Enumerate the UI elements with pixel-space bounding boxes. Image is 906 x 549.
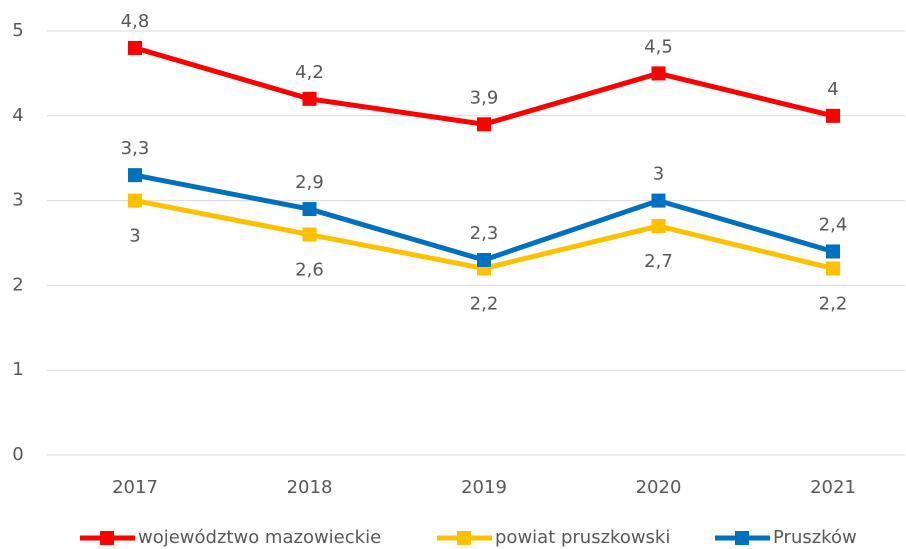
data-label: 3 (129, 226, 140, 247)
x-tick-label: 2017 (112, 477, 158, 498)
data-label: 2,3 (470, 223, 499, 244)
legend-marker (735, 531, 749, 545)
marker (128, 168, 142, 183)
series-line (134, 172, 834, 263)
marker (128, 193, 142, 208)
y-tick-label: 3 (12, 190, 23, 211)
data-label: 3,9 (470, 87, 499, 108)
marker (826, 261, 840, 276)
x-tick-label: 2018 (287, 477, 333, 498)
data-label: 4 (827, 79, 838, 100)
data-label: 4,8 (121, 11, 150, 32)
marker (651, 193, 666, 208)
marker (477, 117, 491, 132)
marker (826, 244, 840, 259)
x-tick-label: 2020 (636, 477, 682, 498)
data-label: 2,4 (819, 214, 848, 235)
data-label: 2,2 (470, 293, 499, 314)
legend-label: powiat pruszkowski (495, 527, 670, 548)
marker (128, 40, 142, 55)
data-label: 2,2 (819, 293, 848, 314)
data-label: 3,3 (121, 138, 150, 159)
marker (477, 252, 491, 267)
legend-marker (100, 531, 114, 545)
series-line (134, 45, 834, 127)
marker (302, 227, 317, 242)
legend-label: Pruszków (773, 527, 857, 548)
y-tick-label: 4 (12, 105, 23, 126)
y-tick-label: 5 (12, 20, 23, 41)
data-label: 2,7 (644, 251, 673, 272)
legend-marker (457, 531, 471, 545)
marker (651, 66, 666, 81)
y-tick-label: 0 (12, 444, 23, 465)
data-label: 4,2 (295, 62, 324, 83)
legend-label: województwo mazowieckie (138, 527, 381, 548)
x-tick-label: 2019 (461, 477, 507, 498)
data-label: 2,6 (295, 260, 324, 281)
x-tick-label: 2021 (810, 477, 856, 498)
data-label: 4,5 (644, 36, 673, 57)
marker (826, 108, 840, 123)
y-tick-label: 1 (12, 359, 23, 380)
marker (302, 202, 317, 217)
data-label: 2,9 (295, 172, 324, 193)
y-tick-label: 2 (12, 274, 23, 295)
data-label: 3 (653, 164, 664, 185)
marker (302, 91, 317, 106)
marker (651, 219, 666, 234)
